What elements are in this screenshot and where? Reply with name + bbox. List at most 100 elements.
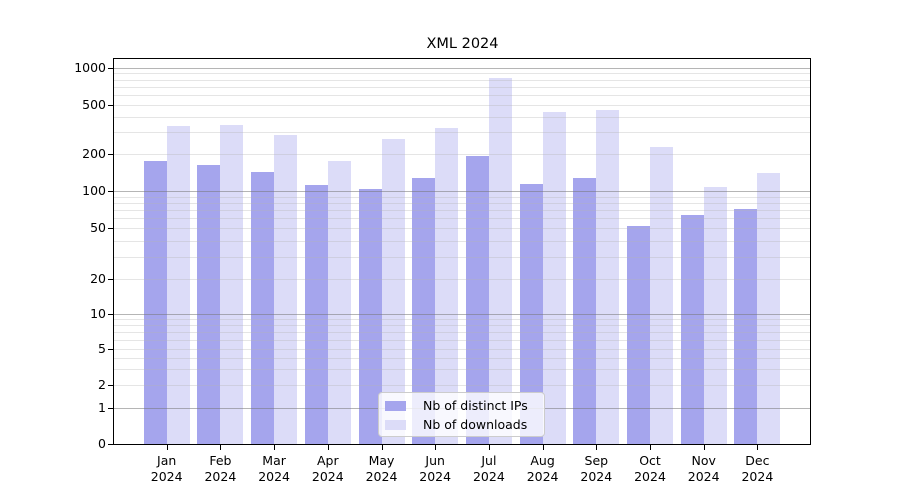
minor-gridline-20 [114, 279, 810, 280]
minor-gridline-900 [114, 73, 810, 74]
minor-gridline-70 [114, 210, 810, 211]
bar-apr-nb-of-downloads [327, 160, 351, 444]
bar-jan-nb-of-distinct-ips [143, 160, 167, 444]
x-tick-label-aug: Aug 2024 [526, 453, 559, 484]
y-tick-mark-50 [108, 228, 113, 230]
x-tick-mark-sep [596, 445, 598, 450]
x-tick-mark-feb [220, 445, 222, 450]
x-tick-label-mar: Mar 2024 [258, 453, 290, 484]
y-tick-mark-2 [108, 385, 113, 386]
bar-nov-nb-of-downloads [703, 186, 727, 444]
y-tick-mark-100 [108, 191, 113, 192]
minor-gridline-80 [114, 203, 810, 204]
bar-feb-nb-of-distinct-ips [197, 164, 221, 444]
legend-row-downloads: Nb of downloads [385, 415, 538, 434]
x-tick-mark-mar [274, 445, 276, 450]
major-gridline-10 [114, 314, 810, 315]
y-tick-label-20: 20 [90, 271, 106, 286]
y-tick-label-2: 2 [98, 377, 106, 392]
y-tick-mark-10 [108, 314, 113, 315]
x-tick-mark-nov [703, 445, 705, 450]
bar-sep-nb-of-downloads [596, 110, 620, 444]
minor-gridline-600 [114, 95, 810, 96]
legend: Nb of distinct IPs Nb of downloads [378, 392, 545, 437]
minor-gridline-8 [114, 325, 810, 326]
x-tick-label-sep: Sep 2024 [580, 453, 613, 484]
y-tick-label-1000: 1000 [74, 59, 106, 75]
x-tick-label-apr: Apr 2024 [311, 453, 344, 484]
y-tick-label-50: 50 [90, 220, 106, 236]
minor-gridline-60 [114, 218, 810, 219]
minor-gridline-400 [114, 117, 810, 118]
x-tick-mark-dec [757, 445, 759, 450]
bar-aug-nb-of-distinct-ips [519, 183, 543, 444]
major-gridline-1000 [114, 68, 810, 69]
minor-gridline-6 [114, 340, 810, 341]
chart-title: XML 2024 [426, 36, 499, 52]
minor-gridline-300 [114, 132, 810, 133]
y-tick-label-200: 200 [82, 145, 106, 161]
bar-mar-nb-of-downloads [274, 134, 298, 444]
legend-label-distinct-ips: Nb of distinct IPs [423, 398, 528, 413]
x-tick-label-may: May 2024 [365, 453, 398, 484]
x-tick-label-nov: Nov 2024 [687, 453, 720, 484]
bar-oct-nb-of-distinct-ips [627, 226, 650, 444]
bar-feb-nb-of-downloads [220, 124, 244, 444]
minor-gridline-5 [114, 349, 810, 350]
x-tick-label-dec: Dec 2024 [741, 453, 774, 484]
bar-jul-nb-of-distinct-ips [465, 155, 489, 444]
x-tick-mark-apr [327, 445, 329, 450]
bar-nov-nb-of-distinct-ips [680, 215, 704, 444]
bar-mar-nb-of-distinct-ips [251, 172, 275, 444]
bar-may-nb-of-downloads [381, 138, 405, 444]
x-tick-mark-oct [650, 445, 651, 450]
bar-dec-nb-of-downloads [757, 172, 781, 444]
y-tick-mark-200 [108, 153, 113, 155]
x-tick-label-oct: Oct 2024 [634, 453, 666, 484]
legend-row-distinct-ips: Nb of distinct IPs [385, 396, 538, 415]
bar-aug-nb-of-downloads [542, 111, 566, 444]
x-tick-label-feb: Feb 2024 [204, 453, 237, 484]
y-tick-mark-5 [108, 349, 113, 350]
minor-gridline-40 [114, 241, 810, 242]
minor-gridline-4 [114, 358, 810, 359]
legend-swatch-downloads [385, 419, 406, 430]
y-tick-mark-500 [108, 104, 113, 106]
y-tick-mark-1000 [108, 67, 113, 69]
y-tick-label-500: 500 [82, 96, 106, 112]
x-tick-mark-jan [166, 445, 168, 450]
y-tick-label-10: 10 [90, 306, 106, 321]
y-tick-mark-1 [108, 408, 113, 409]
x-tick-label-jul: Jul 2024 [472, 453, 505, 484]
minor-gridline-700 [114, 87, 810, 88]
x-tick-mark-may [381, 445, 383, 450]
legend-swatch-distinct-ips [385, 400, 406, 411]
x-tick-mark-aug [542, 445, 544, 450]
x-tick-mark-jul [488, 445, 490, 450]
minor-gridline-2 [114, 385, 810, 386]
bar-may-nb-of-distinct-ips [358, 189, 382, 444]
bar-sep-nb-of-distinct-ips [573, 178, 597, 444]
bar-jan-nb-of-downloads [166, 126, 190, 444]
bar-jul-nb-of-downloads [488, 77, 512, 444]
minor-gridline-200 [114, 154, 810, 155]
y-tick-label-100: 100 [82, 183, 106, 198]
bar-jun-nb-of-distinct-ips [412, 177, 436, 444]
minor-gridline-50 [114, 228, 810, 229]
x-tick-label-jun: Jun 2024 [419, 453, 452, 484]
bar-oct-nb-of-downloads [650, 147, 673, 444]
x-tick-mark-jun [435, 445, 437, 450]
minor-gridline-7 [114, 332, 810, 333]
y-tick-label-0: 0 [98, 436, 106, 451]
minor-gridline-90 [114, 197, 810, 198]
minor-gridline-3 [114, 369, 810, 370]
major-gridline-100 [114, 191, 810, 192]
minor-gridline-800 [114, 80, 810, 81]
minor-gridline-9 [114, 319, 810, 320]
minor-gridline-30 [114, 257, 810, 258]
minor-gridline-500 [114, 105, 810, 106]
legend-label-downloads: Nb of downloads [423, 417, 528, 432]
bar-dec-nb-of-distinct-ips [734, 208, 758, 444]
y-tick-mark-20 [108, 279, 113, 280]
x-tick-label-jan: Jan 2024 [150, 453, 183, 484]
